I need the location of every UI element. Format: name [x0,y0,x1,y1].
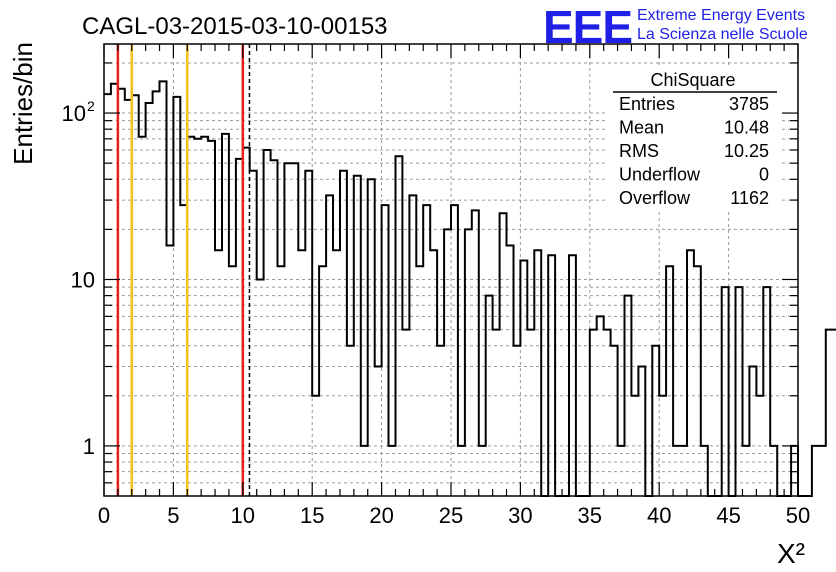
stats-box-bg [608,66,780,210]
stats-row-value: 3785 [729,94,769,114]
x-tick-label: 30 [508,503,532,528]
x-axis-label: X² [777,538,805,569]
x-tick-label: 50 [786,503,810,528]
histogram-outline [104,80,836,497]
x-tick-label: 5 [167,503,179,528]
stats-row-label: RMS [619,141,659,161]
y-axis-label: Entries/bin [8,42,38,165]
x-tick-label: 0 [98,503,110,528]
chart-title: CAGL-03-2015-03-10-00153 [82,13,388,40]
eee-logo: EEE Extreme Energy Events La Scienza nel… [543,1,808,53]
logo-eee: EEE [543,1,632,53]
histogram [104,80,836,497]
logo-line2: La Scienza nelle Scuole [637,26,808,43]
stats-row-value: 0 [759,165,769,185]
stats-row-label: Overflow [619,188,691,208]
stats-row-value: 10.25 [724,141,769,161]
stats-row-value: 10.48 [724,118,769,138]
stats-row-label: Underflow [619,165,701,185]
x-tick-label: 15 [300,503,324,528]
y-tick-label: 1 [83,434,95,459]
stats-title: ChiSquare [650,70,735,90]
x-tick-label: 10 [231,503,255,528]
y-tick-label: 10 [62,101,86,126]
reference-lines [116,44,251,496]
y-tick-label: 10 [71,267,95,292]
x-tick-label: 45 [716,503,740,528]
x-tick-label: 35 [578,503,602,528]
y-tick-label-exponent: 2 [87,98,95,114]
logo-line1: Extreme Energy Events [637,7,805,24]
x-tick-label: 20 [369,503,393,528]
x-tick-label: 25 [439,503,463,528]
x-tick-label: 40 [647,503,671,528]
stats-row-label: Entries [619,94,675,114]
stats-box: ChiSquare Entries 3785 Mean 10.48 RMS 10.25 Un… [608,66,780,210]
stats-row-label: Mean [619,118,664,138]
stats-row-value: 1162 [730,188,769,208]
